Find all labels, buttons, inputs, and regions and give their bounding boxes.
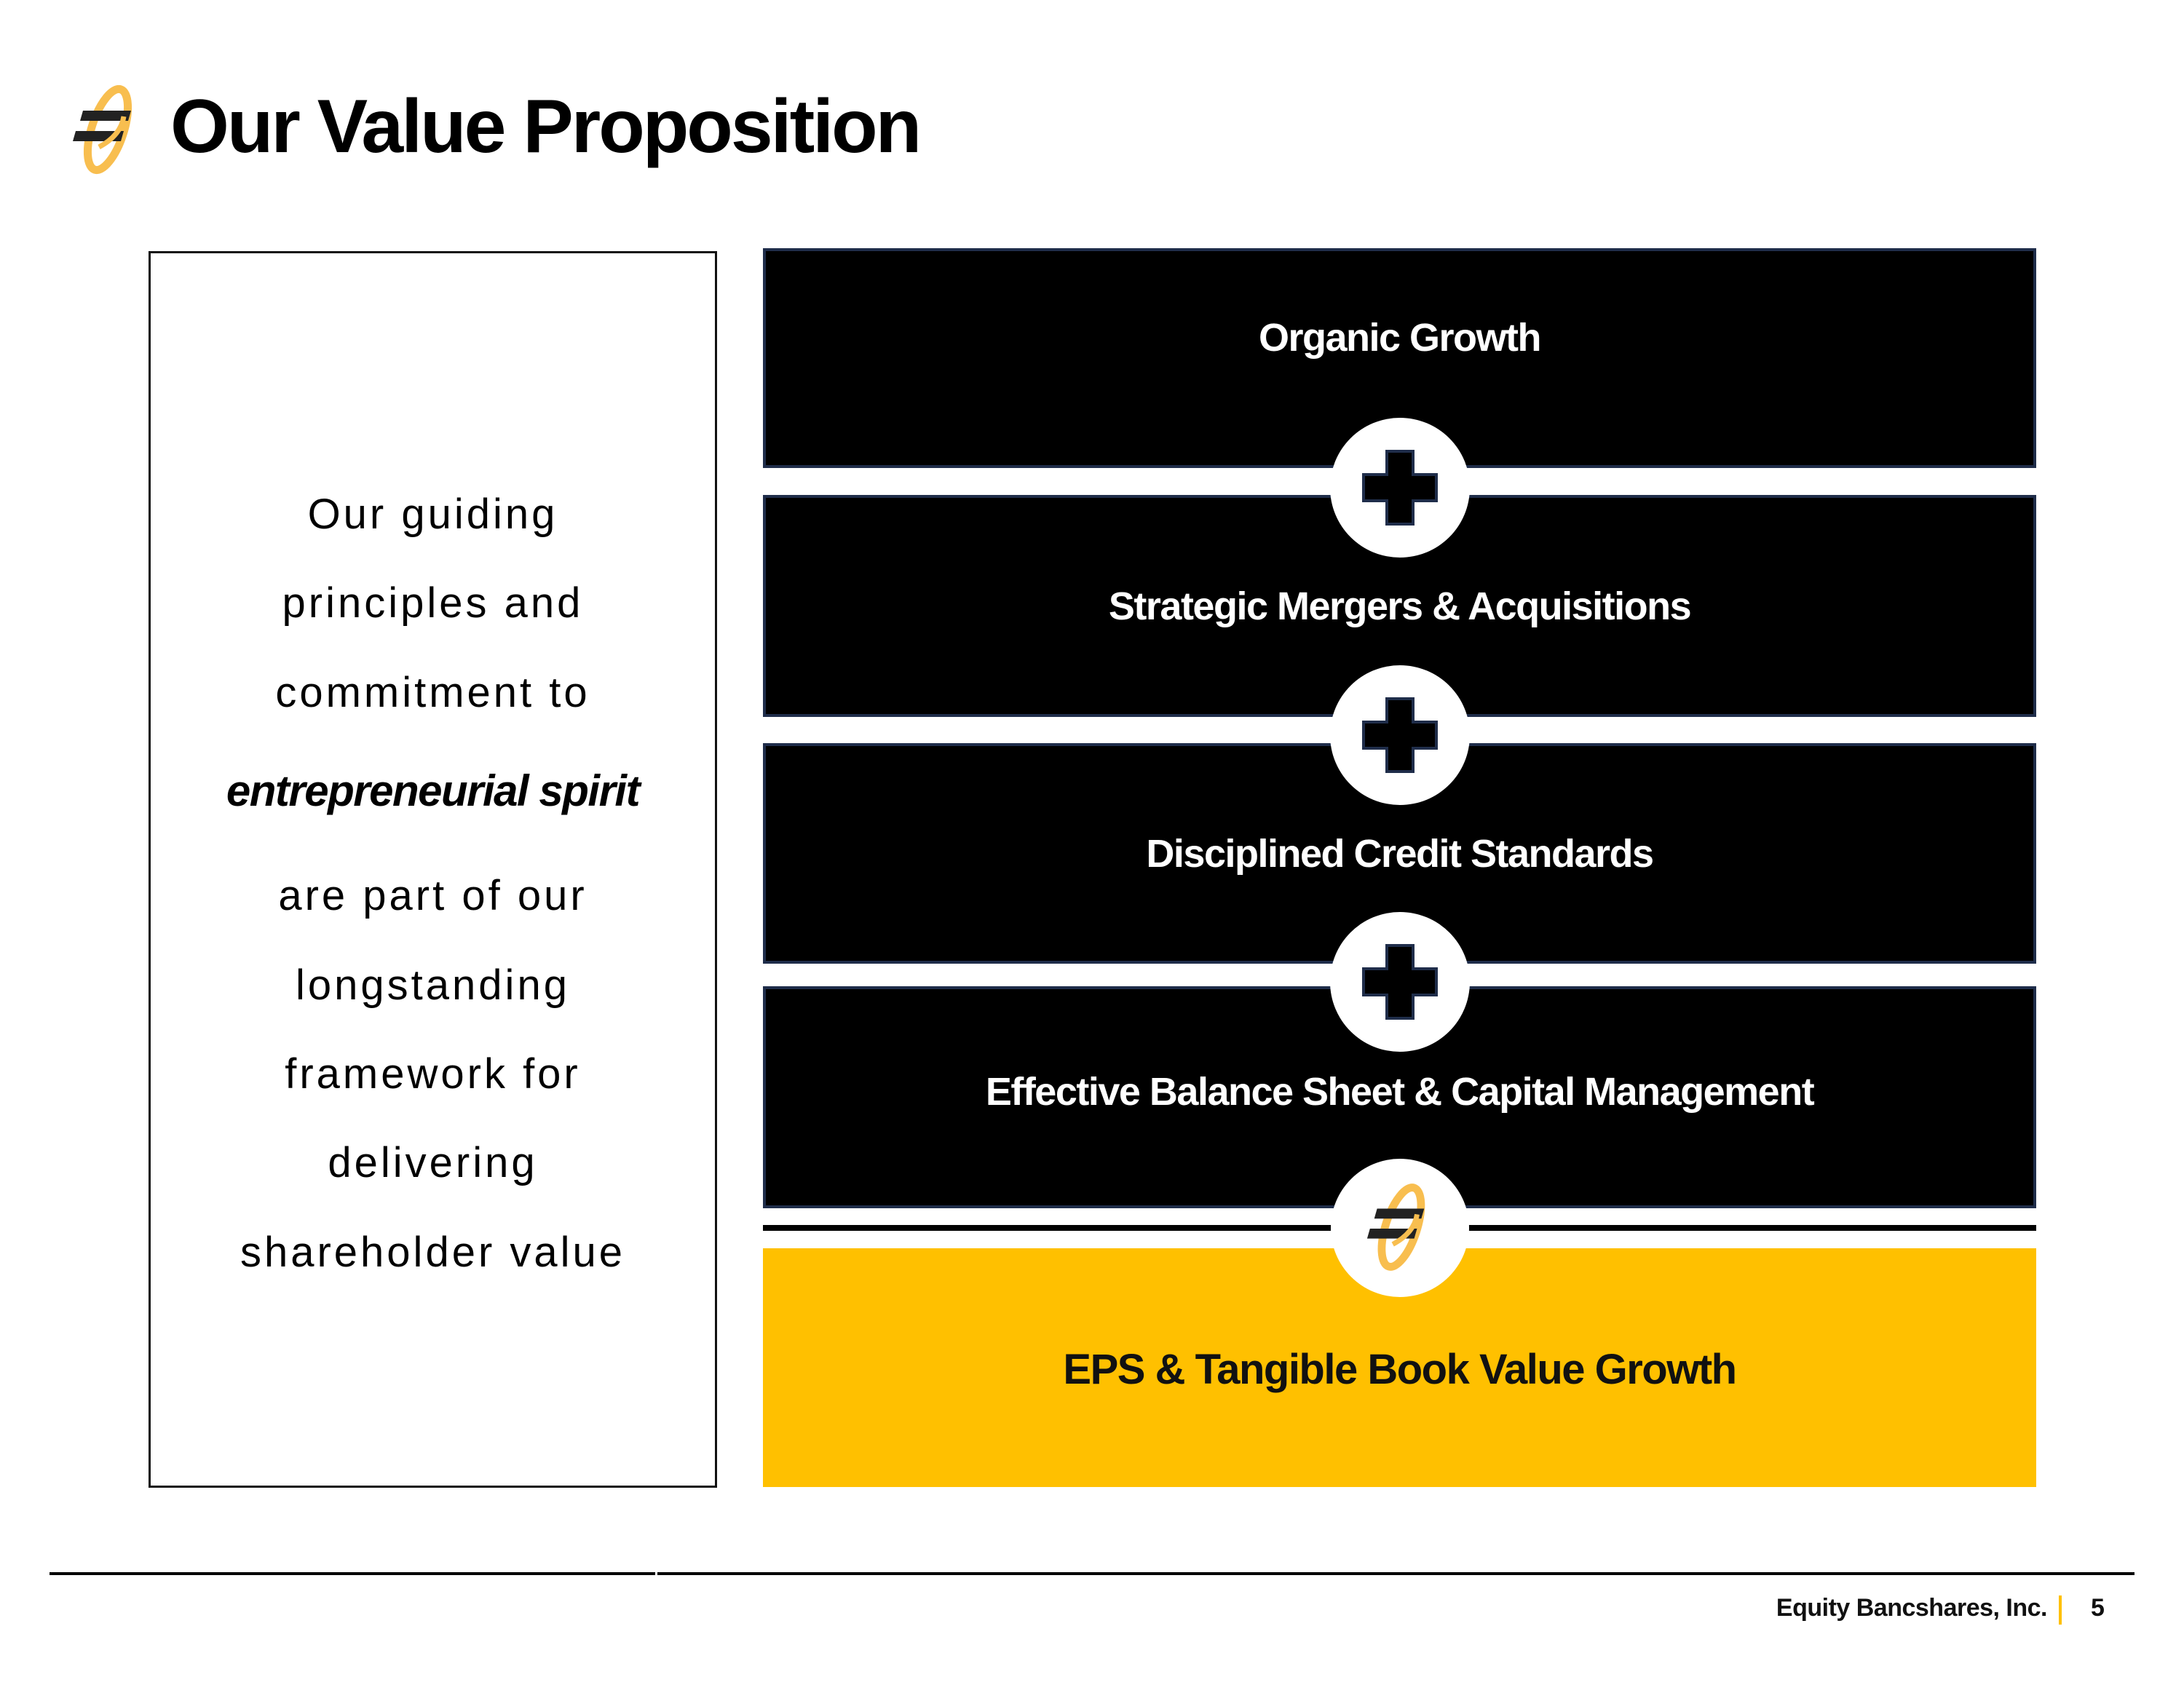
- pillar-label: Effective Balance Sheet & Capital Manage…: [985, 1069, 1815, 1114]
- pillar-label: Disciplined Credit Standards: [1146, 831, 1654, 876]
- statement-line: shareholder value: [240, 1229, 626, 1276]
- statement-line: principles and: [282, 579, 584, 627]
- plus-connector: [1330, 665, 1470, 805]
- statement-emphasis: entrepreneurial spirit: [226, 766, 641, 815]
- equity-bank-logo-icon: [1366, 1184, 1425, 1271]
- plus-icon: [1362, 944, 1438, 1020]
- statement-line: longstanding: [296, 962, 570, 1009]
- plus-icon: [1362, 697, 1438, 773]
- guiding-principles-box: Our guiding principles and commitment to…: [149, 251, 717, 1488]
- footer-separator: [2059, 1595, 2062, 1625]
- statement-line: are part of our: [278, 872, 587, 919]
- statement-line: delivering: [328, 1139, 538, 1186]
- footer-rule: [50, 1572, 2134, 1575]
- statement-line: Our guiding: [307, 491, 558, 538]
- page-number: 5: [2091, 1594, 2105, 1622]
- footer-company-name: Equity Bancshares, Inc.: [1776, 1594, 2048, 1622]
- pillar-label: Strategic Mergers & Acquisitions: [1108, 584, 1692, 628]
- footer-rule-notch: [655, 1571, 657, 1577]
- result-label: EPS & Tangible Book Value Growth: [1063, 1345, 1737, 1393]
- plus-connector: [1330, 418, 1470, 558]
- statement-line: commitment to: [275, 669, 590, 716]
- logo-connector: [1331, 1159, 1469, 1297]
- statement-line: framework for: [285, 1050, 581, 1098]
- page-title: Our Value Proposition: [170, 84, 922, 169]
- result-eps-tbv-growth: EPS & Tangible Book Value Growth: [763, 1248, 2036, 1487]
- pillar-label: Organic Growth: [1258, 316, 1542, 360]
- equity-bank-logo-icon: [70, 84, 141, 175]
- plus-icon: [1362, 450, 1438, 526]
- plus-connector: [1330, 912, 1470, 1052]
